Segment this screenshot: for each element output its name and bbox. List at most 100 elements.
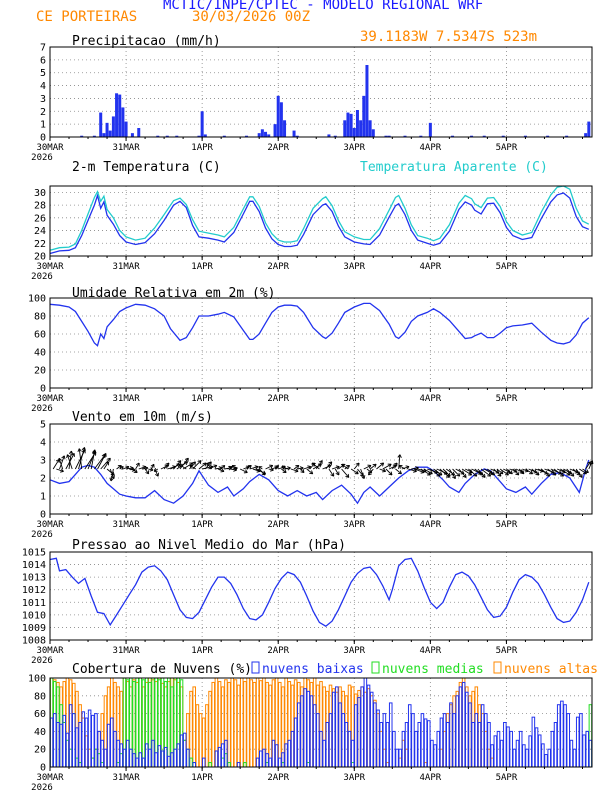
wind-vector-head [202, 462, 207, 467]
cloud-bar-nuvens-baixas [461, 681, 466, 768]
precip-bar [130, 133, 134, 137]
wind-vector-arrow [458, 468, 467, 478]
wind-vector-head [77, 448, 82, 452]
temp-chart [49, 185, 593, 260]
temp-ytick-label: 20 [34, 252, 46, 263]
wind-vector-head [307, 465, 312, 470]
cloud-bar-nuvens-altas [189, 690, 193, 768]
wind-vector-arrow [66, 454, 73, 470]
clouds-ytick-label: 80 [34, 691, 46, 702]
cloud-bar-nuvens-baixas [262, 748, 266, 768]
wind-ytick-label: 2 [40, 474, 46, 485]
wind-vector-arrow [303, 466, 311, 470]
cloud-bar-nuvens-baixas [68, 704, 73, 768]
temp-xtick-label: 3APR [343, 262, 365, 272]
wind-vector-head [57, 457, 63, 462]
cloud-bar-nuvens-altas [239, 677, 244, 768]
wind-vector-arrow [290, 468, 299, 472]
wind-vector-head [68, 450, 74, 455]
precip-bar [257, 133, 261, 137]
cloud-bar-nuvens-baixas [65, 732, 70, 768]
wind-vector-head [535, 471, 540, 476]
wind-vector-head [529, 470, 534, 475]
press-ytick-label: 1015 [22, 548, 46, 559]
legend-swatch-nuvens-altas [493, 661, 502, 674]
wind-vector-head [295, 464, 300, 469]
cloud-bar-nuvens-baixas [163, 746, 168, 768]
wind-vector-arrow [265, 464, 273, 470]
wind-vector-head [189, 464, 194, 469]
wind-vector-arrow [179, 457, 189, 470]
wind-vector-head [584, 469, 589, 474]
coordinates-label: 39.1183W 7.5347S 523m [360, 29, 538, 45]
cloud-bar-nuvens-baixas [97, 730, 101, 768]
cloud-bar-nuvens-altas [192, 686, 197, 768]
humid-xtick-label: 5APR [496, 394, 518, 404]
precip-bar [546, 135, 550, 137]
wind-vector-arrow [506, 468, 513, 475]
wind-vector-arrow [178, 463, 187, 470]
wind-vector-arrow [480, 468, 491, 477]
cloud-bar-nuvens-baixas [103, 748, 108, 768]
cloud-bar-nuvens-baixas [303, 688, 307, 768]
precip-bar [349, 113, 353, 137]
wind-vector-arrow [217, 468, 225, 472]
cloud-bar-nuvens-baixas [341, 713, 345, 768]
cloud-bar-nuvens-baixas [94, 713, 98, 768]
cloud-bar-nuvens-baixas [484, 713, 488, 768]
precip-bar [565, 135, 569, 137]
wind-vector-head [368, 471, 372, 476]
wind-vector-head [520, 470, 525, 475]
wind-vector-arrow [214, 467, 223, 470]
precip-ytick-label: 1 [40, 120, 46, 131]
wind-vector-head [92, 449, 97, 454]
cloud-bar-nuvens-altas [211, 681, 216, 768]
cloud-bar-nuvens-baixas [537, 734, 542, 768]
cloud-bar-nuvens-baixas [56, 722, 60, 768]
precip-bar [355, 110, 359, 137]
wind-ytick-label: 4 [40, 438, 46, 449]
humid-ytick-label: 20 [34, 366, 46, 377]
cloud-bar-nuvens-baixas [411, 713, 415, 768]
cloud-bar-nuvens-altas [227, 681, 231, 768]
cloud-bar-nuvens-baixas [426, 720, 431, 768]
wind-vector-arrow [433, 468, 443, 476]
wind-vector-arrow [445, 468, 455, 476]
press-xtick-label: 3APR [343, 646, 365, 656]
wind-vector-arrow [379, 468, 386, 472]
cloud-bar-nuvens-baixas [258, 750, 263, 768]
wind-series-line [49, 459, 590, 505]
humid-title: Umidade Relativa em 2m (%) [72, 286, 276, 301]
cloud-bar-nuvens-baixas [544, 754, 548, 768]
precip-xtick-label: 2APR [267, 143, 289, 153]
cloud-bar-nuvens-baixas [338, 702, 342, 768]
cloud-bar-nuvens-baixas [125, 739, 130, 768]
cloud-bar-nuvens-baixas [487, 722, 491, 768]
apparent-temp-legend: Temperatura Aparente (C) [360, 160, 548, 175]
cloud-bar-nuvens-baixas [531, 716, 536, 768]
cloud-bar-nuvens-baixas [512, 748, 517, 768]
precip-bar [359, 120, 363, 137]
wind-vector-arrow [110, 468, 114, 482]
cloud-bar-nuvens-baixas [278, 757, 282, 768]
cloud-bar-nuvens-altas [246, 677, 250, 768]
press-series-line [49, 557, 590, 627]
wind-vector-arrow [420, 468, 431, 476]
humid-ytick-label: 100 [28, 294, 46, 305]
cloud-bar-nuvens-altas [249, 679, 254, 768]
precip-bar [362, 95, 366, 137]
cloud-bar-nuvens-baixas [575, 716, 580, 768]
cloud-bar-nuvens-baixas [274, 744, 279, 768]
cloud-bar-nuvens-baixas [518, 730, 523, 768]
wind-vector-head [570, 472, 575, 477]
wind-vector-arrow [525, 468, 533, 475]
cloud-bar-nuvens-baixas [439, 717, 444, 768]
temp-ytick-label: 26 [34, 213, 46, 224]
wind-vector-head [275, 464, 280, 469]
cloud-bar-nuvens-altas [243, 681, 247, 768]
cloud-bar-nuvens-baixas [176, 743, 181, 768]
temp-xtick-label: 31MAR [113, 262, 141, 272]
wind-vector-arrow [369, 463, 377, 470]
wind-vector-arrow [423, 468, 433, 475]
wind-vector-arrow [341, 463, 349, 470]
